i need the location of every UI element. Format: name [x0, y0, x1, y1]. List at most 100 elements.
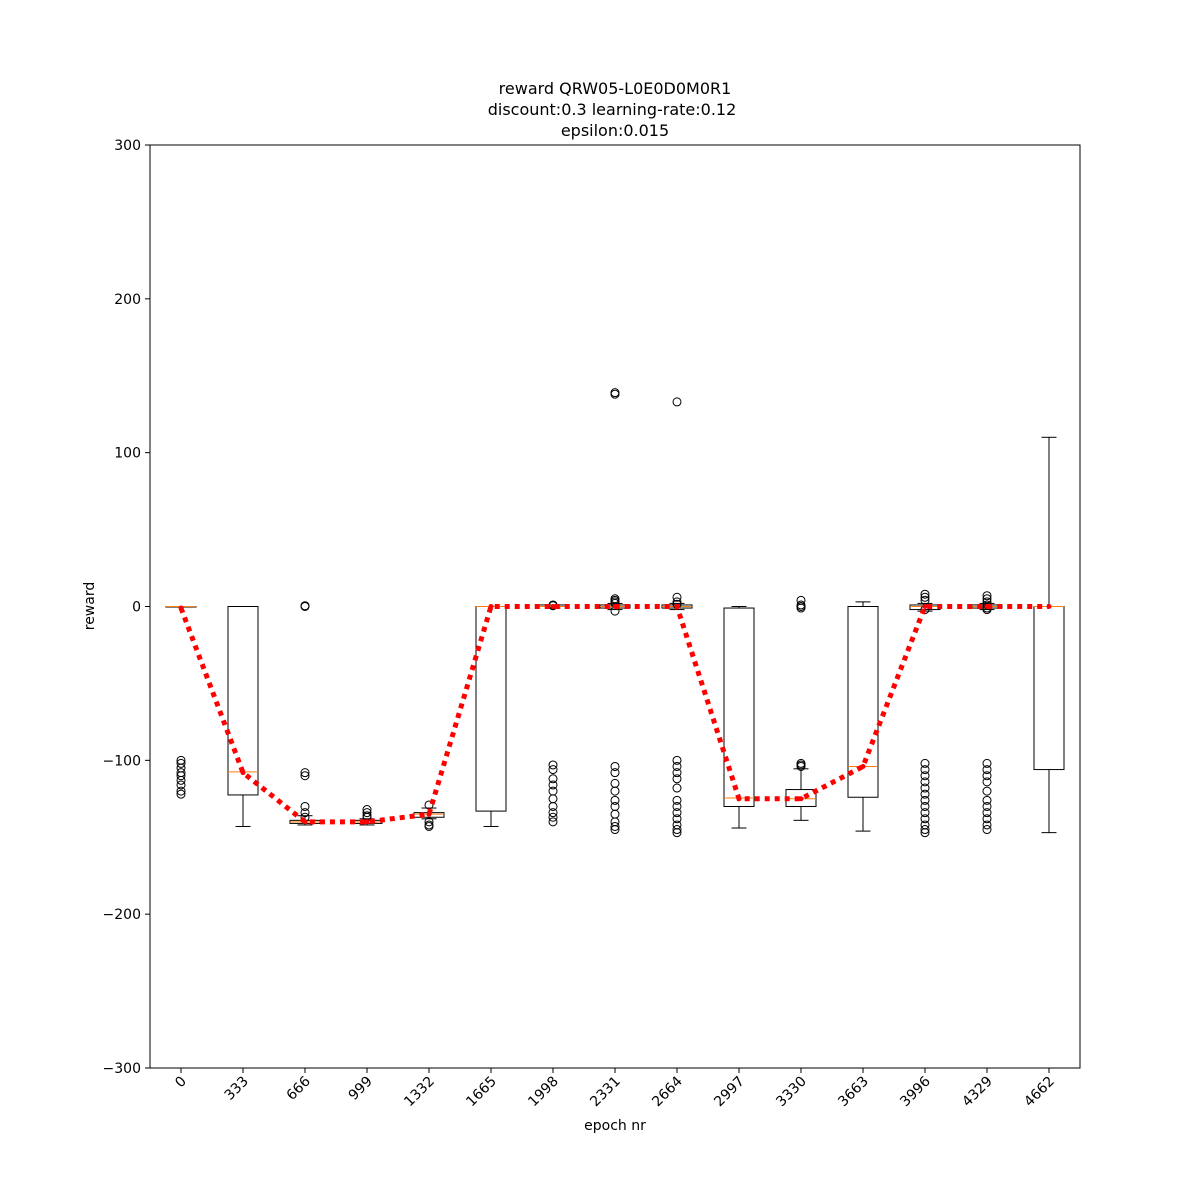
outlier: [982, 765, 992, 775]
outlier: [610, 778, 620, 788]
outlier: [548, 817, 558, 827]
outlier: [672, 814, 682, 824]
outlier: [610, 761, 620, 771]
outlier: [796, 761, 806, 771]
y-tick-label: 200: [114, 292, 141, 308]
outlier: [920, 814, 930, 824]
mean-marker: [488, 604, 494, 609]
outlier: [548, 765, 558, 775]
mean-marker: [240, 770, 246, 776]
mean-marker: [798, 796, 804, 802]
y-tick-label: 0: [132, 600, 141, 616]
outlier: [920, 795, 930, 805]
x-tick-label: 1665: [463, 1074, 500, 1111]
outlier: [176, 786, 186, 796]
mean-marker: [178, 605, 184, 611]
outlier: [672, 397, 682, 407]
x-tick-label: 4662: [1021, 1074, 1058, 1111]
outlier: [920, 777, 930, 787]
outlier: [300, 808, 310, 818]
outlier: [176, 763, 186, 773]
outlier: [920, 589, 930, 599]
outlier: [548, 780, 558, 790]
outlier: [982, 820, 992, 830]
x-tick-label: 3663: [835, 1074, 872, 1111]
x-tick-label: 2331: [587, 1074, 624, 1111]
mean-marker: [984, 604, 990, 609]
outlier: [982, 594, 992, 604]
outlier: [920, 771, 930, 781]
outlier: [548, 794, 558, 804]
box: [1033, 606, 1065, 771]
outlier: [548, 786, 558, 796]
outlier: [610, 801, 620, 811]
outlier: [920, 789, 930, 799]
outlier: [362, 808, 372, 818]
box: [227, 606, 259, 796]
outlier: [610, 795, 620, 805]
outlier: [176, 771, 186, 781]
outlier: [920, 801, 930, 811]
y-tick-label: −100: [103, 753, 141, 769]
outlier: [982, 795, 992, 805]
outlier: [982, 591, 992, 601]
mean-marker: [612, 604, 618, 609]
outlier: [610, 768, 620, 778]
outlier: [548, 812, 558, 822]
x-tick-label: 1998: [525, 1074, 562, 1111]
outlier: [920, 808, 930, 818]
outlier: [920, 825, 930, 835]
outlier: [672, 820, 682, 830]
mean-marker: [550, 604, 556, 609]
x-tick-label: 2664: [649, 1073, 686, 1110]
y-tick-label: 300: [114, 138, 141, 154]
outlier: [610, 389, 620, 399]
box: [723, 607, 755, 807]
outlier: [982, 777, 992, 787]
mean-line: [178, 604, 1049, 825]
outlier: [920, 783, 930, 793]
x-tick-label: 4329: [959, 1074, 996, 1111]
mean-marker: [426, 811, 432, 817]
outlier: [610, 809, 620, 819]
outlier: [920, 758, 930, 768]
mean-marker: [736, 796, 742, 802]
outlier: [424, 817, 434, 827]
outlier: [176, 758, 186, 768]
outlier: [920, 765, 930, 775]
x-axis-label: epoch nr: [584, 1118, 646, 1134]
mean-marker: [860, 763, 866, 769]
outlier: [548, 801, 558, 811]
outlier: [796, 603, 806, 613]
outlier: [300, 801, 310, 811]
outlier: [920, 828, 930, 838]
outlier: [672, 774, 682, 784]
outlier: [424, 821, 434, 831]
outlier: [548, 774, 558, 784]
outlier: [672, 768, 682, 778]
outlier: [610, 786, 620, 796]
y-tick-label: −200: [103, 907, 141, 923]
mean-marker: [674, 604, 680, 609]
mean-marker: [364, 819, 370, 825]
outlier: [672, 783, 682, 793]
chart-subtitle: epsilon:0.015: [561, 121, 669, 140]
outlier: [610, 825, 620, 835]
outlier: [672, 755, 682, 765]
mean-marker: [302, 819, 308, 825]
outlier: [672, 808, 682, 818]
outlier: [982, 758, 992, 768]
outlier: [176, 775, 186, 785]
outlier: [610, 817, 620, 827]
mean-marker: [922, 604, 928, 609]
x-tick-label: 333: [222, 1074, 252, 1104]
y-tick-label: −300: [103, 1061, 141, 1077]
outlier: [548, 808, 558, 818]
x-tick-label: 999: [346, 1074, 376, 1104]
outlier: [672, 592, 682, 602]
outlier: [672, 795, 682, 805]
mean-marker: [1046, 604, 1052, 609]
x-tick-label: 1332: [401, 1074, 438, 1111]
x-tick-label: 666: [284, 1073, 314, 1103]
outlier: [672, 828, 682, 838]
